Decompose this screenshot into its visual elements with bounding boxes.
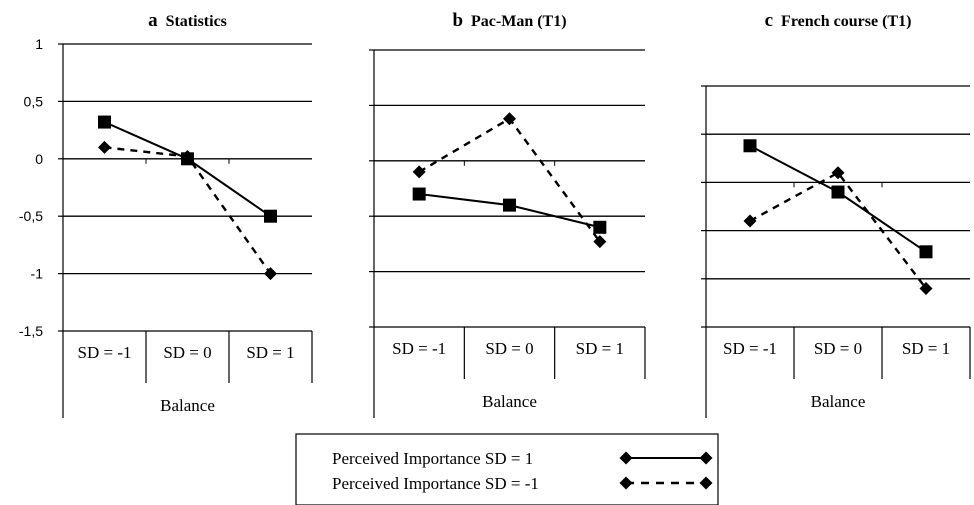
y-tick-label: -1	[31, 266, 44, 282]
series-line-solid	[104, 121, 272, 218]
square-marker	[98, 115, 111, 129]
x-tick-label: SD = 1	[246, 343, 294, 362]
legend: Perceived Importance SD = 1 Perceived Imp…	[295, 433, 719, 505]
x-tick-label: SD = 0	[814, 339, 862, 358]
y-tick-label: -1,5	[19, 323, 43, 339]
x-axis-label: Balance	[811, 392, 866, 411]
legend-label: Perceived Importance SD = -1	[332, 474, 539, 493]
series-line-solid	[749, 144, 927, 253]
square-marker	[919, 245, 933, 259]
diamond-marker	[593, 235, 607, 249]
legend-marker	[699, 476, 713, 490]
diamond-marker	[743, 214, 757, 228]
x-tick-label: SD = 1	[902, 339, 950, 358]
x-tick-label: SD = 1	[576, 339, 624, 358]
chart-title: a Statistics	[148, 10, 227, 31]
square-marker	[743, 139, 757, 153]
legend-label: Perceived Importance SD = 1	[332, 449, 533, 468]
x-tick-label: SD = -1	[723, 339, 777, 358]
square-marker	[831, 185, 845, 199]
x-tick-label: SD = 0	[163, 343, 211, 362]
chart-title-text: Statistics	[166, 13, 227, 30]
x-tick-label: SD = -1	[78, 343, 132, 362]
panel-a: a Statistics 1 0,5 0 -0,5 -1 -1,5 SD = -1 SD = 0…	[19, 10, 313, 418]
square-marker	[412, 187, 426, 201]
diamond-marker	[412, 165, 426, 179]
square-marker	[503, 198, 516, 212]
series-line-dashed	[104, 146, 272, 275]
diamond-marker	[503, 112, 516, 126]
series-line-dashed	[418, 117, 601, 243]
chart-title-space	[773, 13, 781, 30]
x-axis-label: Balance	[482, 392, 537, 411]
chart-title-letter: b	[452, 10, 463, 31]
chart-title: c French course (T1)	[765, 10, 912, 31]
diamond-marker	[919, 281, 933, 295]
x-tick-label: SD = 0	[485, 339, 533, 358]
square-marker	[181, 152, 194, 166]
diamond-marker	[98, 140, 111, 154]
x-tick-label: SD = -1	[392, 339, 446, 358]
legend-marker	[699, 451, 713, 465]
chart-title-space	[158, 13, 166, 30]
panel-c: c French course (T1) SD = -1 SD = 0 SD = 1 B…	[701, 10, 971, 418]
y-tick-label: 0	[35, 151, 43, 167]
diamond-marker	[264, 267, 277, 281]
y-tick-label: 1	[35, 36, 43, 52]
panel-b: b Pac-Man (T1) SD = -1 SD = 0 SD = 1 Balance	[369, 10, 646, 418]
x-axis-label: Balance	[160, 396, 215, 415]
series-line-dashed	[749, 171, 927, 290]
y-tick-label: -0,5	[19, 208, 43, 224]
square-marker	[593, 220, 607, 234]
chart-title-text: Pac-Man (T1)	[471, 13, 567, 30]
chart-title-letter: c	[765, 10, 773, 31]
diamond-marker	[831, 166, 845, 180]
y-tick-label: 0,5	[24, 93, 44, 109]
chart-title-text: French course (T1)	[781, 13, 911, 30]
legend-marker	[619, 476, 633, 490]
chart-title-letter: a	[148, 10, 158, 31]
square-marker	[264, 209, 277, 223]
chart-title-space	[463, 13, 471, 30]
chart-title: b Pac-Man (T1)	[452, 10, 566, 31]
legend-box	[295, 433, 719, 505]
legend-marker	[619, 451, 633, 465]
